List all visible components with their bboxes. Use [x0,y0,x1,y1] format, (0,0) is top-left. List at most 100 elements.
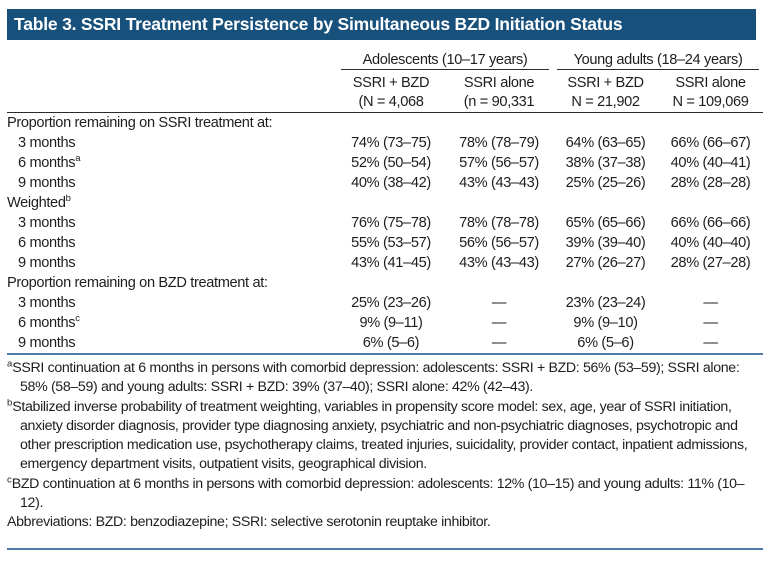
row-label-text: 6 months [18,315,76,331]
row-label: Proportion remaining on BZD treatment at… [7,273,337,293]
value-cell: 64% (63–65) [565,135,646,151]
value-cell: 43% (43–43) [459,255,539,271]
value-cell: 43% (41–45) [351,255,431,271]
row-label-text: 3 months [18,135,76,151]
column-header-n: (n = 90,331 [445,91,554,113]
value-cell: 40% (40–41) [670,155,751,171]
footnote-marker: a [7,358,13,370]
row-label-text: Proportion remaining on SSRI treatment a… [7,115,273,131]
value-cell: 25% (23–26) [351,295,431,311]
value-cell: 40% (38–42) [351,175,431,191]
table-row: 6 months 55% (53–57) 56% (56–57) 39% (39–40… [7,233,763,253]
value-cell [337,113,445,134]
value-cell: — [491,295,507,311]
value-cell [337,193,445,213]
value-cell [337,273,445,293]
footnote-marker: b [7,396,13,408]
table-row: 3 months 74% (73–75) 78% (78–79) 64% (63–65… [7,133,763,153]
table-row: 3 months 25% (23–26) — 23% (23–24) — [7,293,763,313]
value-cell: 78% (78–78) [459,215,539,231]
value-cell: 55% (53–57) [351,235,431,251]
table-body: Proportion remaining on SSRI treatment a… [7,113,763,355]
value-cell: 43% (43–43) [459,175,539,191]
value-cell [658,273,763,293]
footnote-text: BZD continuation at 6 months in persons … [11,475,745,512]
column-group-adolescents: Adolescents (10–17 years) [337,44,553,70]
value-cell: 74% (73–75) [351,135,431,151]
value-cell: 9% (9–10) [573,315,638,331]
row-label: 9 months [7,173,337,193]
row-label: Weightedb [7,193,337,213]
row-label-text: 9 months [18,175,76,191]
value-cell [553,113,658,134]
value-cell [553,193,658,213]
value-cell [445,113,553,134]
row-label: 6 months [7,233,337,253]
row-label: 6 monthsc [7,313,337,333]
footnote-marker: a [75,153,81,165]
value-cell [445,193,553,213]
section-row: Proportion remaining on SSRI treatment a… [7,113,763,134]
row-label-text: 6 months [18,155,76,171]
row-label: 9 months [7,333,337,354]
row-label-text: 9 months [18,255,76,271]
column-header-n: (N = 4,068 [337,91,445,113]
column-header-label: SSRI alone [675,75,746,91]
value-cell: 23% (23–24) [565,295,646,311]
column-header-label: SSRI alone [463,75,535,91]
table-row: 3 months 76% (75–78) 78% (78–78) 65% (65–66… [7,213,763,233]
value-cell: 52% (50–54) [351,155,431,171]
value-cell: — [491,335,507,351]
value-cell [553,273,658,293]
column-header-label: SSRI + BZD [567,75,644,91]
value-cell: 25% (25–26) [565,175,646,191]
stub-header-cell [7,44,337,113]
footnote: bStabilized inverse probability of treat… [7,398,759,475]
group-header-adolescents: Adolescents (10–17 years) [341,52,550,70]
row-label: 3 months [7,293,337,313]
value-cell: 28% (28–28) [670,175,751,191]
group-header-young-adults: Young adults (18–24 years) [557,52,760,70]
row-label-text: 6 months [18,235,76,251]
footnote-marker: c [75,313,80,325]
value-cell: — [491,315,507,331]
value-cell: 57% (56–57) [459,155,539,171]
footnote: aSSRI continuation at 6 months in person… [7,359,759,398]
row-label: 6 monthsa [7,153,337,173]
table-title: Table 3. SSRI Treatment Persistence by S… [14,14,623,34]
footnote-text: SSRI continuation at 6 months in persons… [12,360,740,396]
row-label-text: Proportion remaining on BZD treatment at… [7,275,268,291]
value-cell [658,113,763,134]
value-cell: 78% (78–79) [459,135,539,151]
row-label: 9 months [7,253,337,273]
value-cell: 28% (27–28) [670,255,751,271]
value-cell: 38% (37–38) [565,155,646,171]
table-row: 9 months 43% (41–45) 43% (43–43) 27% (26–27… [7,253,763,273]
row-label: 3 months [7,213,337,233]
value-cell: 6% (5–6) [577,335,634,351]
value-cell: 65% (65–66) [565,215,646,231]
value-cell [445,273,553,293]
row-label-text: 9 months [18,335,76,351]
footnote-text: Stabilized inverse probability of treatm… [12,398,748,473]
table-header: Adolescents (10–17 years) Young adults (… [7,44,764,113]
footnote: cBZD continuation at 6 months in persons… [7,475,759,514]
column-header-label: SSRI + BZD [352,75,430,91]
row-label-text: 3 months [18,215,76,231]
value-cell: 56% (56–57) [459,235,539,251]
value-cell: 39% (39–40) [565,235,646,251]
value-cell: 40% (40–40) [670,235,751,251]
value-cell [658,193,763,213]
column-group-young-adults: Young adults (18–24 years) [553,44,763,70]
column-header-n: N = 21,902 [553,91,659,113]
section-row: Weightedb [7,193,763,213]
row-label-text: Weighted [7,195,66,211]
value-cell: — [703,295,718,311]
value-cell: — [703,335,718,351]
row-label-text: 3 months [18,295,76,311]
footnote: Abbreviations: BZD: benzodiazepine; SSRI… [7,513,759,532]
table-row: 9 months 6% (5–6) — 6% (5–6) — [7,333,763,354]
footnote-text: Abbreviations: BZD: benzodiazepine; SSRI… [7,514,491,531]
value-cell: 66% (66–66) [670,215,751,231]
